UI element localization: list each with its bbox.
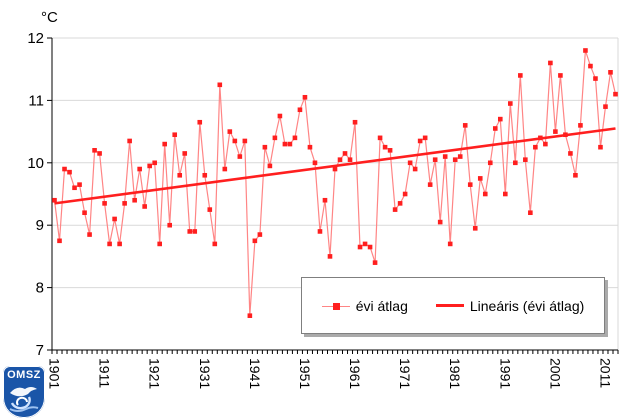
trend-line-sample-icon bbox=[435, 304, 464, 307]
omsz-logo-text: OMSZ bbox=[7, 369, 41, 381]
svg-text:11: 11 bbox=[28, 92, 44, 109]
y-axis-unit-label: °C bbox=[41, 9, 58, 26]
svg-text:1951: 1951 bbox=[297, 358, 313, 389]
legend: évi átlag Lineáris (évi átlag) bbox=[301, 277, 605, 334]
svg-text:1971: 1971 bbox=[397, 358, 413, 389]
svg-text:12: 12 bbox=[27, 30, 44, 47]
svg-text:1981: 1981 bbox=[447, 358, 463, 389]
linear-trend-line bbox=[54, 127, 616, 205]
svg-text:1911: 1911 bbox=[97, 358, 113, 388]
svg-text:1991: 1991 bbox=[497, 358, 513, 389]
svg-text:10: 10 bbox=[27, 155, 44, 172]
svg-text:8: 8 bbox=[36, 280, 44, 297]
axes bbox=[47, 37, 619, 354]
svg-text:2011: 2011 bbox=[597, 358, 613, 388]
svg-text:1961: 1961 bbox=[347, 358, 363, 389]
svg-text:1921: 1921 bbox=[147, 358, 163, 389]
legend-trend-label: Lineáris (évi átlag) bbox=[469, 297, 585, 314]
legend-series-label: évi átlag bbox=[355, 297, 408, 314]
svg-text:7: 7 bbox=[36, 342, 44, 359]
svg-text:2001: 2001 bbox=[547, 358, 563, 389]
svg-text:1901: 1901 bbox=[47, 358, 63, 389]
svg-text:9: 9 bbox=[36, 217, 44, 234]
omsz-logo-bird-icon bbox=[9, 387, 39, 412]
series-marker-sample-icon bbox=[321, 302, 350, 310]
legend-entry-series: évi átlag bbox=[321, 297, 408, 314]
legend-entry-trend: Lineáris (évi átlag) bbox=[435, 297, 585, 314]
svg-text:1941: 1941 bbox=[247, 358, 263, 389]
svg-text:1931: 1931 bbox=[197, 358, 213, 389]
omsz-logo: OMSZ bbox=[3, 366, 45, 418]
